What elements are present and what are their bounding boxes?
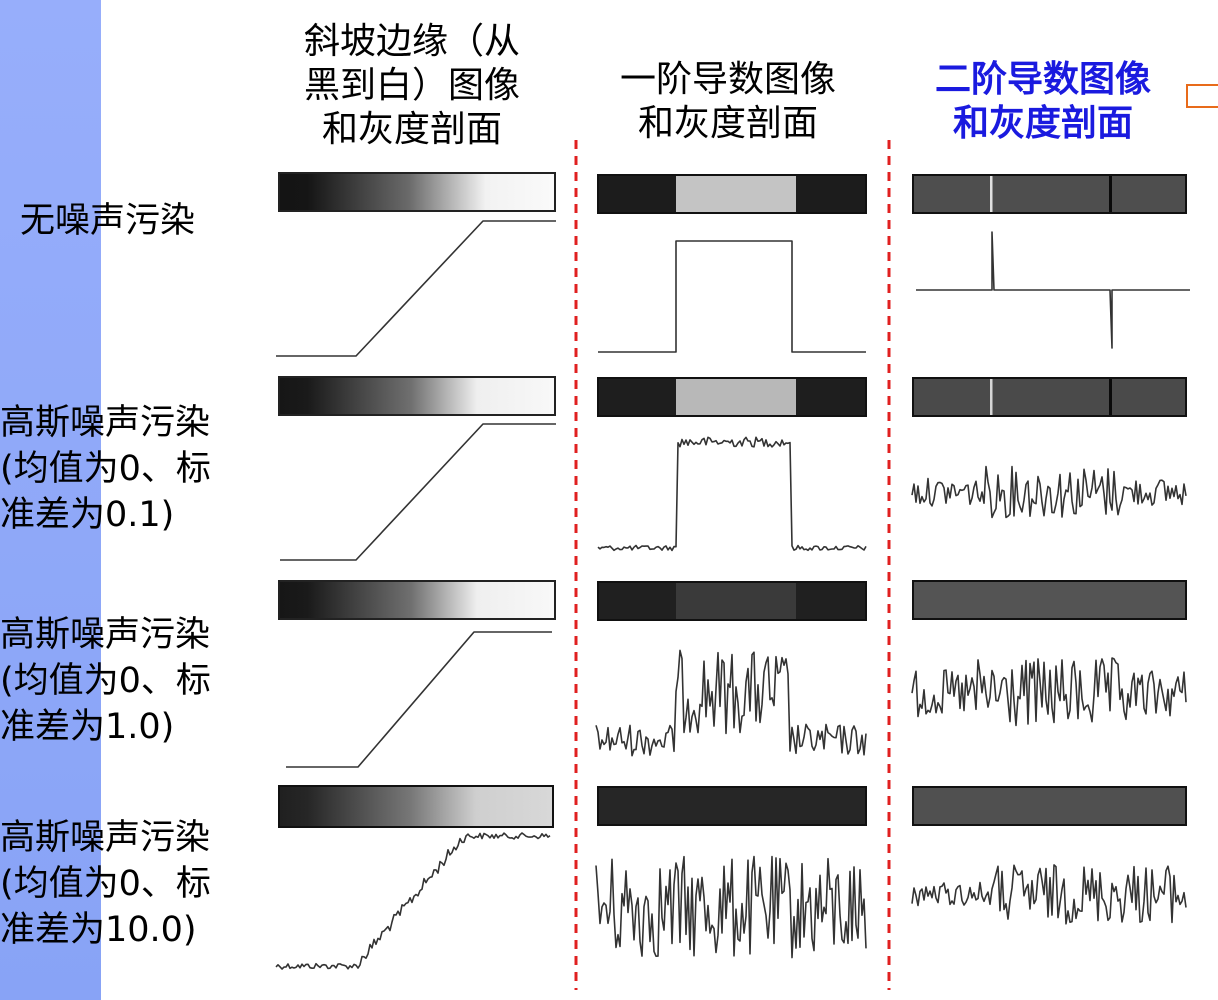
row-label-no-noise: 无噪声污染 <box>20 198 195 244</box>
first-derivative-line-row-1 <box>597 436 867 552</box>
header-ramp-line-1: 斜坡边缘（从 <box>303 21 520 62</box>
ramp-image-strip-row-0 <box>278 172 556 212</box>
second-derivative-line-row-3 <box>911 864 1187 925</box>
row-3-label-line-2: (均值为0、标 <box>0 864 211 904</box>
row-1-label-line-2: (均值为0、标 <box>0 449 211 489</box>
second-derivative-line-row-0 <box>916 231 1190 349</box>
ramp-profile-line-row-1 <box>280 423 556 561</box>
header-second-derivative: 二阶导数图像 和灰度剖面 <box>902 58 1184 146</box>
ramp-profile-line-row-0 <box>276 220 556 357</box>
second-derivative-profile-row-0 <box>916 231 1190 349</box>
header-second-line-1: 二阶导数图像 <box>934 59 1151 100</box>
second-derivative-profile-row-3 <box>911 864 1187 925</box>
row-0-label-line-1: 无噪声污染 <box>20 201 196 241</box>
row-3-label-line-3: 准差为10.0) <box>0 910 197 950</box>
row-2-label-line-2: (均值为0、标 <box>0 661 211 701</box>
row-label-noise-10-0: 高斯噪声污染 (均值为0、标 准差为10.0) <box>0 815 211 953</box>
ramp-profile-row-0 <box>276 220 556 357</box>
ramp-profile-row-2 <box>286 631 552 768</box>
ramp-image-strip-row-3 <box>278 785 554 828</box>
first-derivative-strip-row-3 <box>597 786 867 826</box>
row-3-label-line-1: 高斯噪声污染 <box>0 818 211 858</box>
header-first-line-2: 和灰度剖面 <box>637 103 818 144</box>
first-derivative-strip-row-2 <box>597 581 867 621</box>
first-derivative-profile-row-0 <box>598 240 866 353</box>
ramp-profile-line-row-2 <box>286 631 552 768</box>
ramp-image-strip-row-2 <box>278 580 556 620</box>
second-derivative-strip-row-1 <box>912 377 1187 417</box>
ramp-profile-row-3 <box>275 832 551 970</box>
first-derivative-profile-row-1 <box>597 436 867 552</box>
header-second-line-2: 和灰度剖面 <box>952 103 1133 144</box>
second-derivative-profile-row-2 <box>911 657 1187 727</box>
header-first-line-1: 一阶导数图像 <box>619 59 836 100</box>
second-derivative-strip-row-3 <box>912 786 1187 826</box>
row-1-label-line-1: 高斯噪声污染 <box>0 403 211 443</box>
second-derivative-line-row-2 <box>911 657 1187 727</box>
first-derivative-profile-row-3 <box>595 855 867 959</box>
corner-box-decoration <box>1186 84 1218 108</box>
row-2-label-line-1: 高斯噪声污染 <box>0 615 211 655</box>
ramp-image-strip-row-1 <box>278 376 556 416</box>
left-accent-bar <box>0 0 101 1000</box>
first-derivative-strip-row-0 <box>597 174 867 214</box>
header-ramp-line-2: 黑到白）图像 <box>303 65 520 106</box>
header-ramp-edge: 斜坡边缘（从 黑到白）图像 和灰度剖面 <box>272 20 552 152</box>
row-label-noise-0-1: 高斯噪声污染 (均值为0、标 准差为0.1) <box>0 400 211 538</box>
second-derivative-strip-row-2 <box>912 580 1187 620</box>
row-label-noise-1-0: 高斯噪声污染 (均值为0、标 准差为1.0) <box>0 612 211 750</box>
row-1-label-line-3: 准差为0.1) <box>0 495 175 535</box>
first-derivative-line-row-2 <box>595 649 867 757</box>
first-derivative-line-row-0 <box>598 240 866 353</box>
ramp-profile-row-1 <box>280 423 556 561</box>
second-derivative-strip-row-0 <box>912 174 1187 214</box>
second-derivative-profile-row-1 <box>911 465 1187 519</box>
header-first-derivative: 一阶导数图像 和灰度剖面 <box>592 58 864 146</box>
header-ramp-line-3: 和灰度剖面 <box>321 109 502 150</box>
row-2-label-line-3: 准差为1.0) <box>0 707 175 747</box>
first-derivative-profile-row-2 <box>595 649 867 757</box>
second-derivative-line-row-1 <box>911 465 1187 519</box>
first-derivative-line-row-3 <box>595 855 867 959</box>
ramp-profile-line-row-3 <box>275 832 551 970</box>
first-derivative-strip-row-1 <box>597 377 867 417</box>
